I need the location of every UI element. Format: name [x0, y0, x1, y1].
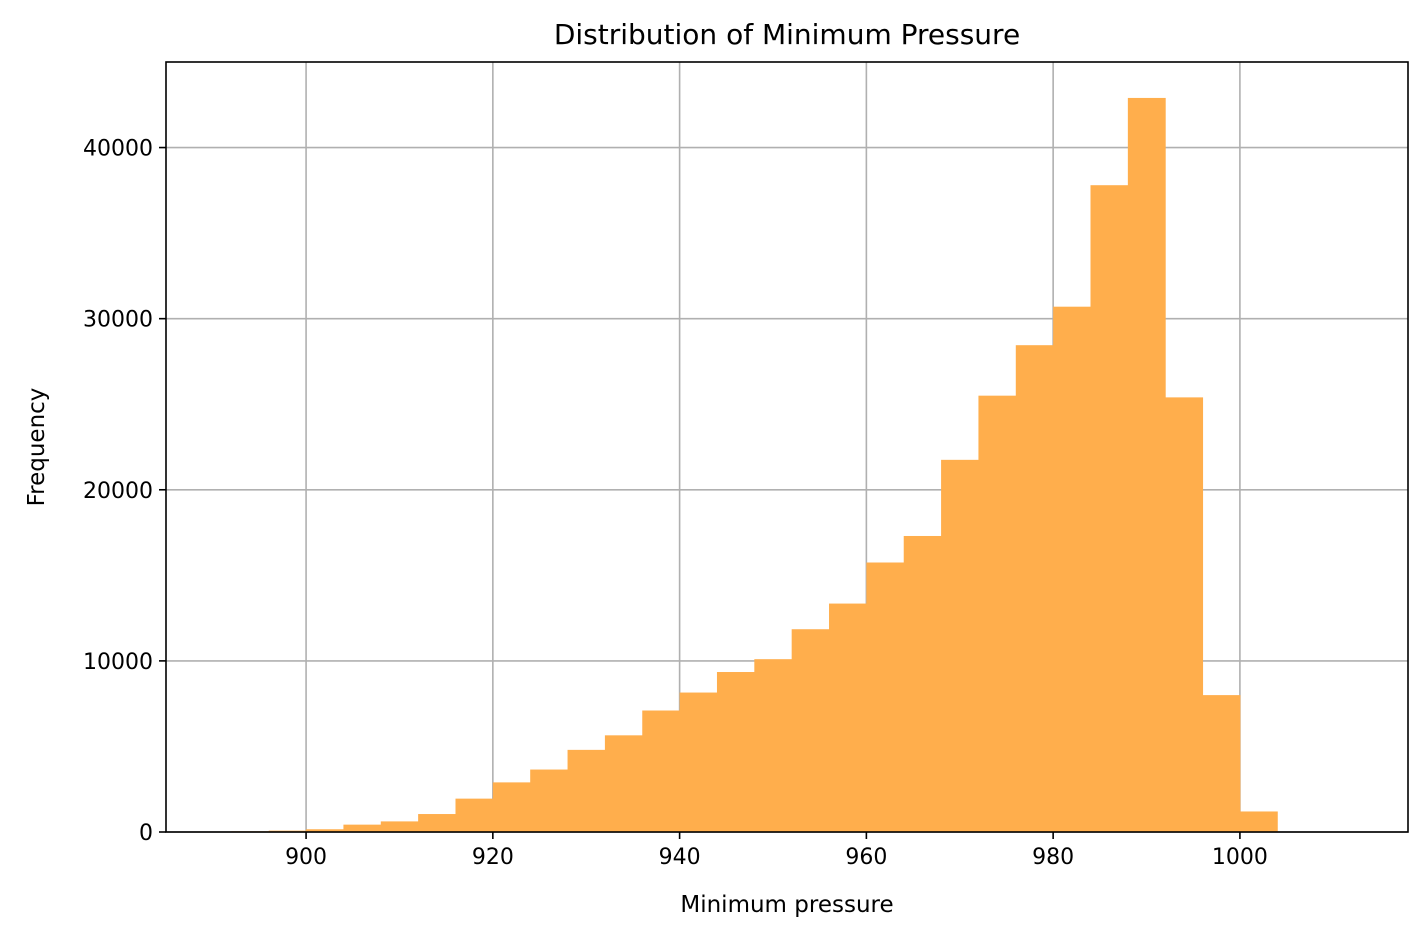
histogram-bar: [866, 562, 905, 832]
histogram-bar: [1239, 811, 1278, 832]
x-tick-label: 920: [472, 845, 514, 870]
histogram-bar: [679, 692, 718, 832]
histogram-bar: [1015, 345, 1054, 832]
histogram-bar: [829, 603, 867, 832]
histogram-bar: [1202, 695, 1241, 832]
histogram-bar: [1127, 97, 1166, 832]
y-tick-label: 40000: [83, 137, 153, 162]
y-tick-label: 20000: [83, 479, 153, 504]
histogram-bar: [1090, 185, 1129, 832]
histogram-bar: [903, 535, 942, 832]
y-tick-label: 0: [139, 821, 153, 846]
x-tick-label: 940: [659, 845, 701, 870]
histogram-bar: [380, 821, 419, 832]
y-axis-label: Frequency: [24, 388, 50, 507]
x-tick-label: 900: [285, 845, 327, 870]
histogram-bars: [194, 97, 1316, 832]
histogram-bar: [941, 459, 979, 832]
histogram-bar: [1165, 397, 1204, 832]
histogram-bar: [791, 629, 830, 832]
histogram-bar: [418, 814, 456, 832]
histogram-bar: [716, 672, 755, 832]
histogram-bar: [978, 395, 1017, 832]
plot-frame: [165, 61, 1409, 833]
histogram-bar: [604, 735, 643, 832]
histogram-bar: [343, 824, 382, 832]
histogram-bar: [306, 829, 344, 832]
x-axis-label: Minimum pressure: [680, 892, 893, 918]
histogram-bar: [567, 749, 606, 832]
histogram-bar: [530, 769, 569, 832]
x-tick-label: 980: [1032, 845, 1074, 870]
histogram-bar: [642, 710, 681, 832]
x-tick-label: 960: [845, 845, 887, 870]
x-axis-ticks: 900 920 940 960 980 1000: [285, 832, 1268, 870]
chart-title: Distribution of Minimum Pressure: [554, 18, 1020, 51]
histogram-bar: [492, 782, 531, 832]
x-tick-label: 1000: [1212, 845, 1268, 870]
histogram-bar: [754, 659, 793, 832]
y-tick-label: 10000: [83, 650, 153, 675]
y-tick-label: 30000: [83, 308, 153, 333]
histogram-bar: [1053, 306, 1091, 832]
y-axis-ticks: 0 10000 20000 30000 40000: [83, 137, 166, 846]
histogram-bar: [455, 798, 494, 832]
